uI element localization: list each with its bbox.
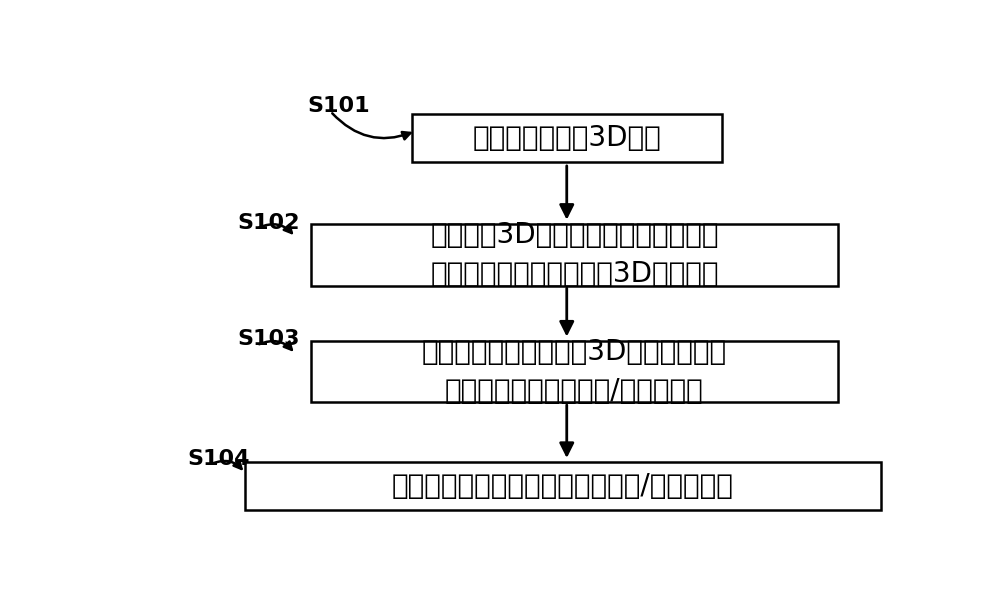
Text: 获取包含心脏的3D图像: 获取包含心脏的3D图像 [472, 124, 661, 152]
FancyBboxPatch shape [311, 340, 838, 402]
Text: S101: S101 [307, 96, 370, 116]
Text: 基于所述3D图像，对左心室心肌进行
分割以得到左心室心肌的3D分割结果: 基于所述3D图像，对左心室心肌进行 分割以得到左心室心肌的3D分割结果 [430, 221, 719, 288]
Text: 基于所述左心室心肌的3D分割结果，提
取左心室的心肌内膜和/或心肌外膜: 基于所述左心室心肌的3D分割结果，提 取左心室的心肌内膜和/或心肌外膜 [422, 338, 727, 405]
FancyBboxPatch shape [311, 224, 838, 286]
FancyBboxPatch shape [412, 114, 722, 162]
Text: 显示所提取的左心室的心肌内膜和/或心肌外膜: 显示所提取的左心室的心肌内膜和/或心肌外膜 [392, 472, 734, 500]
Text: S103: S103 [237, 330, 300, 349]
FancyBboxPatch shape [245, 462, 881, 510]
Text: S104: S104 [187, 449, 250, 468]
Text: S102: S102 [237, 212, 300, 233]
